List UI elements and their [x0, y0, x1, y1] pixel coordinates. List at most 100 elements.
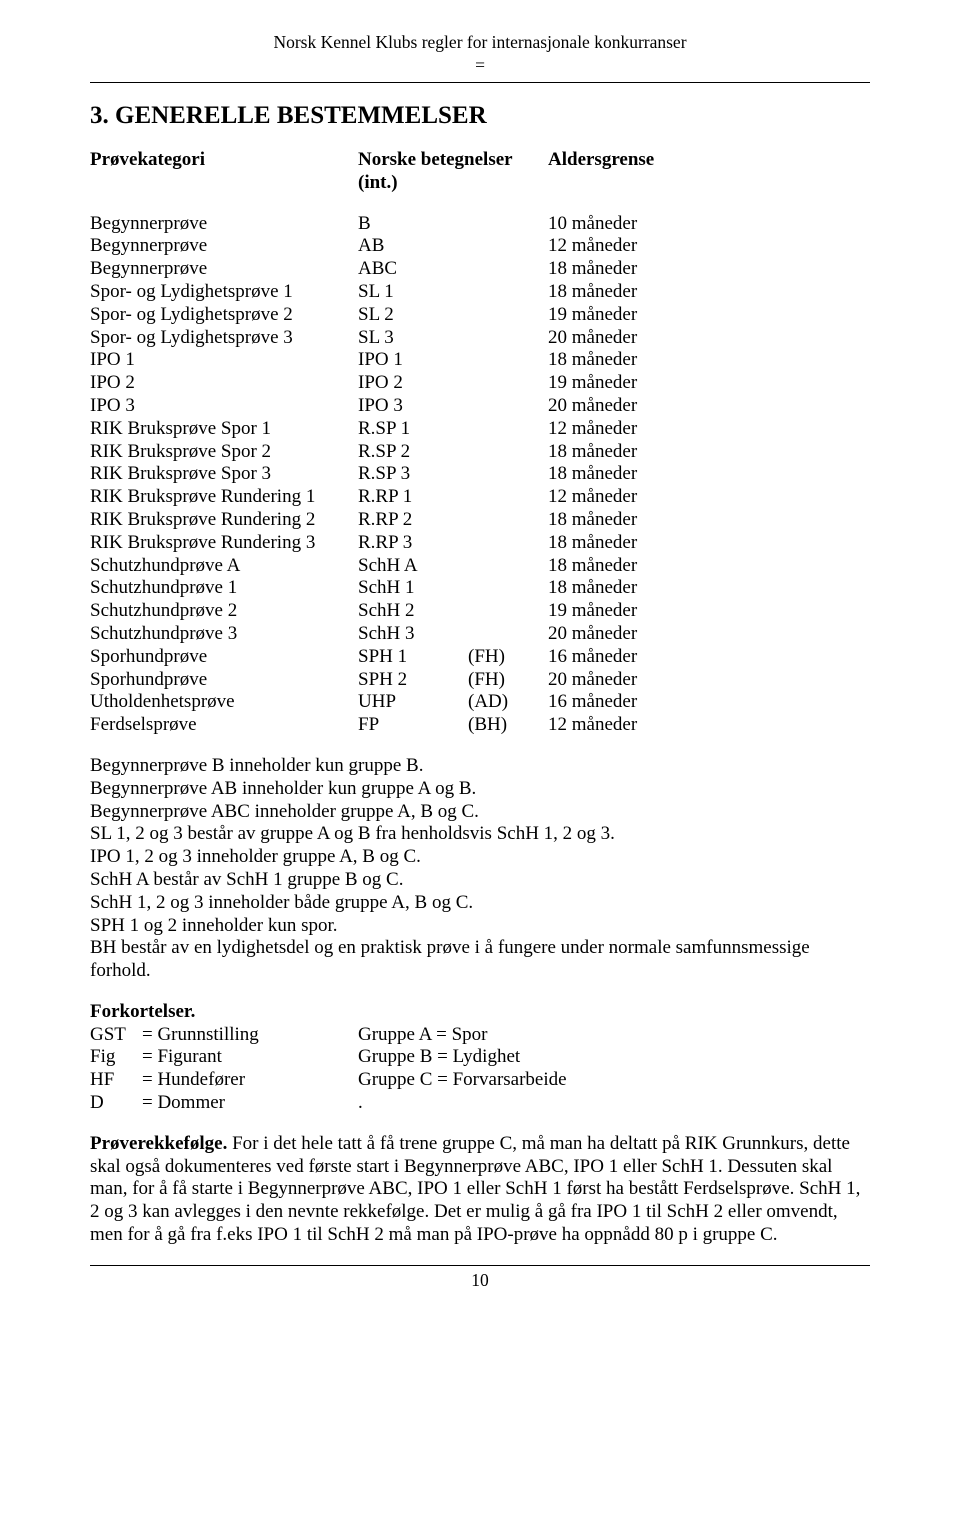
cell-age: 18 måneder [548, 555, 870, 578]
cell-age: 18 måneder [548, 463, 870, 486]
note-line: SL 1, 2 og 3 består av gruppe A og B fra… [90, 823, 870, 846]
cell-intl [468, 235, 548, 258]
cell-abbrev: IPO 3 [358, 395, 468, 418]
cell-abbrev: SL 2 [358, 304, 468, 327]
table-row: RIK Bruksprøve Spor 3R.SP 318 måneder [90, 463, 870, 486]
cell-intl [468, 532, 548, 555]
cell-category: Schutzhundprøve 3 [90, 623, 358, 646]
table-row: IPO 1IPO 118 måneder [90, 349, 870, 372]
cell-intl [468, 486, 548, 509]
cell-abbrev: R.SP 1 [358, 418, 468, 441]
cell-abbrev: AB [358, 235, 468, 258]
cell-intl [468, 418, 548, 441]
abbreviations-block: Forkortelser. GST= GrunnstillingGruppe A… [90, 1001, 870, 1115]
cell-category: Ferdselsprøve [90, 714, 358, 737]
cell-intl [468, 555, 548, 578]
cell-intl [468, 623, 548, 646]
abbrev-title: Forkortelser. [90, 1001, 870, 1024]
cell-abbrev: R.RP 3 [358, 532, 468, 555]
cell-intl [468, 509, 548, 532]
abbrev-meaning: = Hundefører [142, 1069, 358, 1092]
abbrev-group: Gruppe C = Forvarsarbeide [358, 1069, 870, 1092]
abbrev-row: Fig= FigurantGruppe B = Lydighet [90, 1046, 870, 1069]
cell-abbrev: R.RP 1 [358, 486, 468, 509]
cell-category: Utholdenhetsprøve [90, 691, 358, 714]
cell-category: Begynnerprøve [90, 258, 358, 281]
abbrev-meaning: = Dommer [142, 1092, 358, 1115]
cell-intl: (FH) [468, 646, 548, 669]
cell-intl [468, 395, 548, 418]
table-row: Schutzhundprøve 3SchH 320 måneder [90, 623, 870, 646]
table-row: Schutzhundprøve 1SchH 118 måneder [90, 577, 870, 600]
cell-abbrev: SchH 1 [358, 577, 468, 600]
abbrev-group: Gruppe B = Lydighet [358, 1046, 870, 1069]
abbrev-row: D= Dommer. [90, 1092, 870, 1115]
footer-rule [90, 1265, 870, 1266]
note-line: Begynnerprøve AB inneholder kun gruppe A… [90, 778, 870, 801]
abbrev-code: D [90, 1092, 142, 1115]
abbrev-group: Gruppe A = Spor [358, 1024, 870, 1047]
cell-category: Begynnerprøve [90, 213, 358, 236]
notes-paragraph: Begynnerprøve B inneholder kun gruppe B.… [90, 755, 870, 983]
table-header-row: Prøvekategori Norske betegnelser (int.) … [90, 149, 870, 195]
cell-category: RIK Bruksprøve Rundering 3 [90, 532, 358, 555]
table-row: Spor- og Lydighetsprøve 1SL 118 måneder [90, 281, 870, 304]
cell-age: 20 måneder [548, 669, 870, 692]
col-head-age: Aldersgrense [548, 149, 870, 195]
cell-category: Spor- og Lydighetsprøve 1 [90, 281, 358, 304]
cell-abbrev: SchH 3 [358, 623, 468, 646]
note-line: SchH A består av SchH 1 gruppe B og C. [90, 869, 870, 892]
table-row: BegynnerprøveAB12 måneder [90, 235, 870, 258]
table-row: UtholdenhetsprøveUHP(AD)16 måneder [90, 691, 870, 714]
cell-age: 16 måneder [548, 691, 870, 714]
cell-age: 18 måneder [548, 577, 870, 600]
cell-category: Begynnerprøve [90, 235, 358, 258]
cell-age: 19 måneder [548, 600, 870, 623]
cell-abbrev: R.RP 2 [358, 509, 468, 532]
cell-intl [468, 577, 548, 600]
cell-intl [468, 281, 548, 304]
cell-abbrev: SPH 2 [358, 669, 468, 692]
cell-category: Spor- og Lydighetsprøve 3 [90, 327, 358, 350]
cell-abbrev: R.SP 3 [358, 463, 468, 486]
page-number: 10 [90, 1270, 870, 1291]
abbrev-meaning: = Figurant [142, 1046, 358, 1069]
table-row: IPO 3IPO 320 måneder [90, 395, 870, 418]
col-head-abbrev: Norske betegnelser (int.) [358, 149, 548, 195]
header-title: Norsk Kennel Klubs regler for internasjo… [90, 32, 870, 53]
note-line: BH består av en lydighetsdel og en prakt… [90, 937, 870, 983]
header-sub: = [90, 55, 870, 76]
cell-category: Spor- og Lydighetsprøve 2 [90, 304, 358, 327]
cell-abbrev: ABC [358, 258, 468, 281]
table-row: RIK Bruksprøve Spor 2R.SP 218 måneder [90, 441, 870, 464]
cell-age: 10 måneder [548, 213, 870, 236]
section-heading: 3. GENERELLE BESTEMMELSER [90, 101, 870, 131]
cell-abbrev: SchH 2 [358, 600, 468, 623]
cell-category: IPO 3 [90, 395, 358, 418]
abbrev-row: HF= HundeførerGruppe C = Forvarsarbeide [90, 1069, 870, 1092]
note-line: Begynnerprøve B inneholder kun gruppe B. [90, 755, 870, 778]
note-line: SPH 1 og 2 inneholder kun spor. [90, 915, 870, 938]
cell-intl [468, 327, 548, 350]
cell-age: 19 måneder [548, 304, 870, 327]
table-row: BegynnerprøveABC18 måneder [90, 258, 870, 281]
abbrev-code: GST [90, 1024, 142, 1047]
table-row: IPO 2IPO 219 måneder [90, 372, 870, 395]
abbrev-code: HF [90, 1069, 142, 1092]
cell-age: 18 måneder [548, 509, 870, 532]
table-row: RIK Bruksprøve Rundering 2R.RP 2 18 måned… [90, 509, 870, 532]
cell-category: Schutzhundprøve 2 [90, 600, 358, 623]
table-row: RIK Bruksprøve Rundering 3R.RP 318 måned… [90, 532, 870, 555]
cell-intl: (FH) [468, 669, 548, 692]
cell-abbrev: UHP [358, 691, 468, 714]
cell-abbrev: SPH 1 [358, 646, 468, 669]
cell-abbrev: SL 3 [358, 327, 468, 350]
note-line: IPO 1, 2 og 3 inneholder gruppe A, B og … [90, 846, 870, 869]
table-row: SporhundprøveSPH 2(FH)20 måneder [90, 669, 870, 692]
abbrev-group: . [358, 1092, 870, 1115]
cell-intl [468, 372, 548, 395]
cell-category: RIK Bruksprøve Rundering 2 [90, 509, 358, 532]
abbrev-row: GST= GrunnstillingGruppe A = Spor [90, 1024, 870, 1047]
cell-intl [468, 349, 548, 372]
cell-intl [468, 463, 548, 486]
